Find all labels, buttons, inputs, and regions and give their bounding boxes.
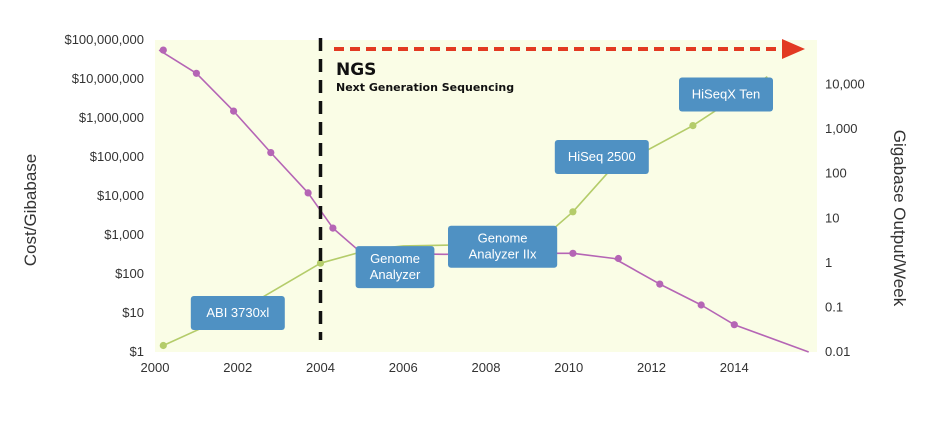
y-left-tick-label: $10: [122, 305, 144, 320]
cost-series-point: [730, 321, 738, 329]
platform-label-box: [355, 246, 435, 289]
y-left-tick-label: $10,000,000: [72, 71, 144, 86]
cost-series-point: [697, 301, 705, 309]
cost-series-line: [158, 49, 809, 353]
cost-series-point: [304, 189, 312, 197]
output-series-point: [689, 122, 697, 130]
cost-series-point: [192, 69, 200, 77]
x-axis-ticks: 2000 2002 2004 2006 2008 2010 2012 2014: [141, 360, 749, 375]
x-tick-label: 2010: [554, 360, 583, 375]
ngs-title: NGS: [336, 60, 376, 80]
left-axis-ticks: $100,000,000 $10,000,000 $1,000,000 $100,00…: [64, 32, 144, 359]
platform-label-text: HiSeq 2500: [568, 149, 636, 164]
y-right-tick-label: 10: [825, 210, 839, 225]
cost-series-point: [329, 224, 337, 232]
x-tick-label: 2004: [306, 360, 335, 375]
platform-label-text: HiSeqX Ten: [692, 87, 760, 102]
x-tick-label: 2008: [472, 360, 501, 375]
y-right-tick-label: 1,000: [825, 121, 858, 136]
platform-label: HiSeq 2500: [554, 140, 649, 174]
platform-label: ABI 3730xl: [190, 296, 285, 330]
cost-series-point: [267, 149, 275, 157]
y-left-tick-label: $100,000,000: [64, 32, 144, 47]
output-series-point: [316, 259, 325, 267]
x-tick-label: 2014: [720, 360, 749, 375]
y-left-tick-label: $10,000: [97, 188, 144, 203]
ngs-arrow-head: [782, 39, 805, 59]
platform-labels: ABI 3730xl Genome Analyzer Genome Analyzer I…: [190, 77, 773, 330]
platform-label: Genome Analyzer: [355, 246, 435, 289]
y-right-tick-label: 10,000: [825, 77, 865, 92]
y-right-tick-label: 0.1: [825, 299, 843, 314]
platform-label-text: Genome Analyzer: [370, 251, 421, 282]
platform-label: HiSeqX Ten: [679, 77, 773, 112]
y-right-tick-label: 0.01: [825, 344, 850, 359]
y-left-tick-label: $100,000: [90, 149, 144, 164]
cost-series-point: [656, 280, 664, 288]
x-tick-label: 2002: [223, 360, 252, 375]
y-left-tick-label: $100: [115, 266, 144, 281]
cost-series-point: [230, 107, 238, 115]
y-right-tick-label: 100: [825, 166, 847, 181]
y-left-tick-label: $1,000: [104, 227, 144, 242]
platform-label-text: Genome Analyzer IIx: [469, 231, 537, 262]
y-right-tick-label: 1: [825, 255, 832, 270]
x-tick-label: 2006: [389, 360, 418, 375]
output-series-point: [569, 208, 577, 216]
platform-label-box: [554, 140, 649, 174]
platform-label-box: [190, 296, 285, 330]
y-axis-right-label: Gigabase Output/Week: [890, 130, 909, 307]
platform-label-box: [448, 225, 558, 268]
platform-label: Genome Analyzer IIx: [448, 225, 558, 268]
y-axis-left-label: Cost/Gibabase: [21, 154, 40, 266]
cost-series-point: [569, 249, 577, 257]
cost-series-point: [159, 46, 167, 54]
platform-label-box: [679, 77, 773, 112]
x-tick-label: 2000: [141, 360, 170, 375]
right-axis-ticks: 10,000 1,000 100 10 1 0.1 0.01: [825, 77, 865, 359]
output-series-point: [159, 341, 167, 350]
platform-label-text: ABI 3730xl: [206, 305, 269, 320]
ngs-subtitle: Next Generation Sequencing: [336, 81, 514, 94]
x-tick-label: 2012: [637, 360, 666, 375]
y-left-tick-label: $1: [130, 344, 144, 359]
cost-series-point: [614, 254, 623, 263]
y-left-tick-label: $1,000,000: [79, 110, 144, 125]
